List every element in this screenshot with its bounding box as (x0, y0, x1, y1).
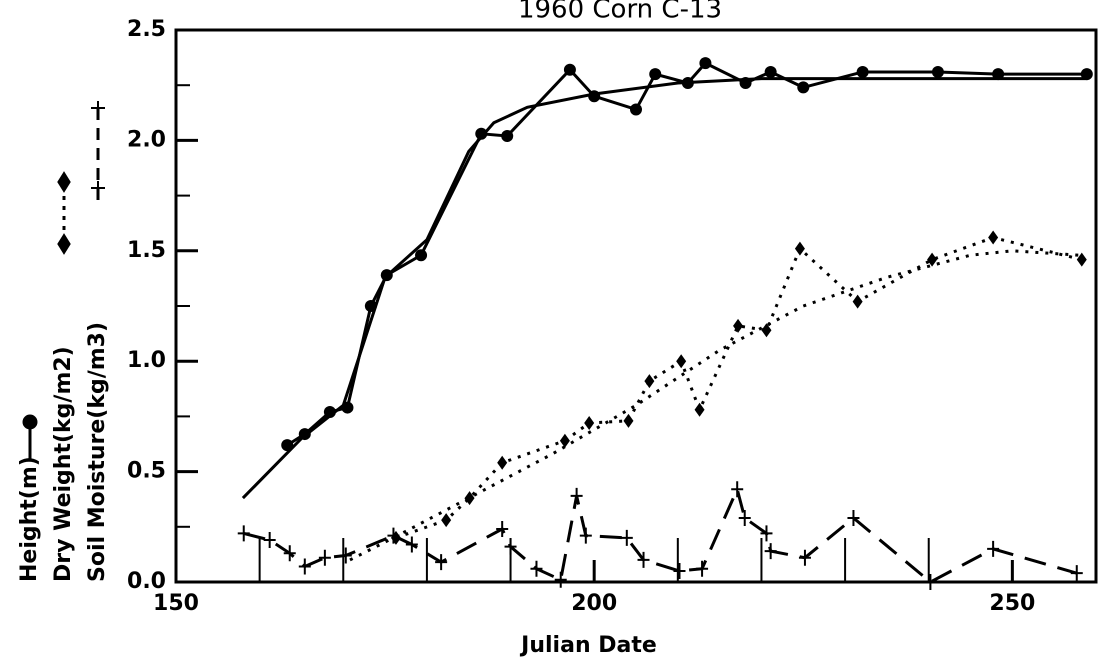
marker (764, 543, 777, 560)
marker (760, 525, 773, 542)
marker (415, 249, 428, 262)
y-tick-label: 2.5 (127, 17, 166, 42)
marker (298, 558, 311, 575)
marker (852, 294, 863, 309)
legend-symbols (22, 100, 105, 460)
marker (856, 65, 869, 78)
marker (623, 413, 634, 428)
marker (987, 540, 1000, 557)
marker (630, 103, 642, 116)
marker (435, 554, 448, 571)
marker (847, 509, 860, 526)
marker (475, 127, 488, 140)
marker (570, 487, 583, 504)
marker (559, 433, 570, 448)
y-tick-label: 2.0 (127, 127, 166, 152)
marker (673, 562, 686, 579)
marker (496, 521, 509, 538)
marker (927, 252, 938, 267)
marker (387, 527, 400, 544)
marker (584, 416, 595, 431)
y-axis-label: Height(m) (17, 456, 42, 582)
marker (794, 241, 805, 256)
x-tick-label: 200 (571, 591, 617, 616)
series-line (243, 484, 1078, 584)
series-line (241, 77, 1088, 500)
marker (554, 571, 567, 588)
marker (405, 536, 418, 553)
marker (644, 374, 655, 389)
marker (579, 527, 592, 544)
marker (620, 529, 633, 546)
y-axis-label: Dry Weight(kg/m2) (51, 346, 76, 582)
y-tick-label: 1.5 (127, 238, 166, 263)
marker (563, 63, 576, 76)
marker (699, 57, 712, 70)
marker (738, 509, 751, 526)
marker (798, 549, 811, 566)
x-axis-label: Julian Date (519, 633, 657, 658)
marker (649, 68, 662, 81)
marker (924, 574, 937, 590)
marker (696, 560, 709, 577)
marker (1076, 252, 1087, 267)
marker (530, 560, 543, 577)
series-line (286, 61, 1087, 447)
marker (797, 81, 810, 94)
marker (501, 129, 514, 142)
marker (504, 538, 517, 555)
marker (441, 513, 452, 528)
y-tick-label: 0.5 (127, 459, 166, 484)
x-tick-label: 150 (153, 591, 199, 616)
marker (637, 551, 650, 568)
marker (263, 532, 276, 549)
marker (764, 65, 777, 78)
marker (283, 545, 296, 562)
marker (497, 455, 508, 470)
marker (931, 65, 944, 78)
marker (761, 323, 772, 338)
marker (676, 354, 687, 369)
marker (464, 491, 475, 506)
y-axis-label: Soil Moisture(kg/m3) (85, 322, 110, 582)
marker (318, 549, 331, 566)
marker (988, 230, 999, 245)
chart-title: 1960 Corn C-13 (518, 0, 722, 25)
marker (694, 402, 705, 417)
series-line (349, 249, 1080, 562)
marker (237, 525, 250, 542)
marker (733, 318, 744, 333)
y-tick-label: 1.0 (127, 348, 166, 373)
marker (731, 481, 744, 498)
y-axis-labels: Height(m) Dry Weight(kg/m2) Soil Moistur… (17, 100, 110, 582)
x-tick-label: 250 (989, 591, 1035, 616)
marker (1070, 565, 1083, 582)
marker (339, 547, 352, 564)
y-tick-label: 0.0 (127, 569, 166, 594)
